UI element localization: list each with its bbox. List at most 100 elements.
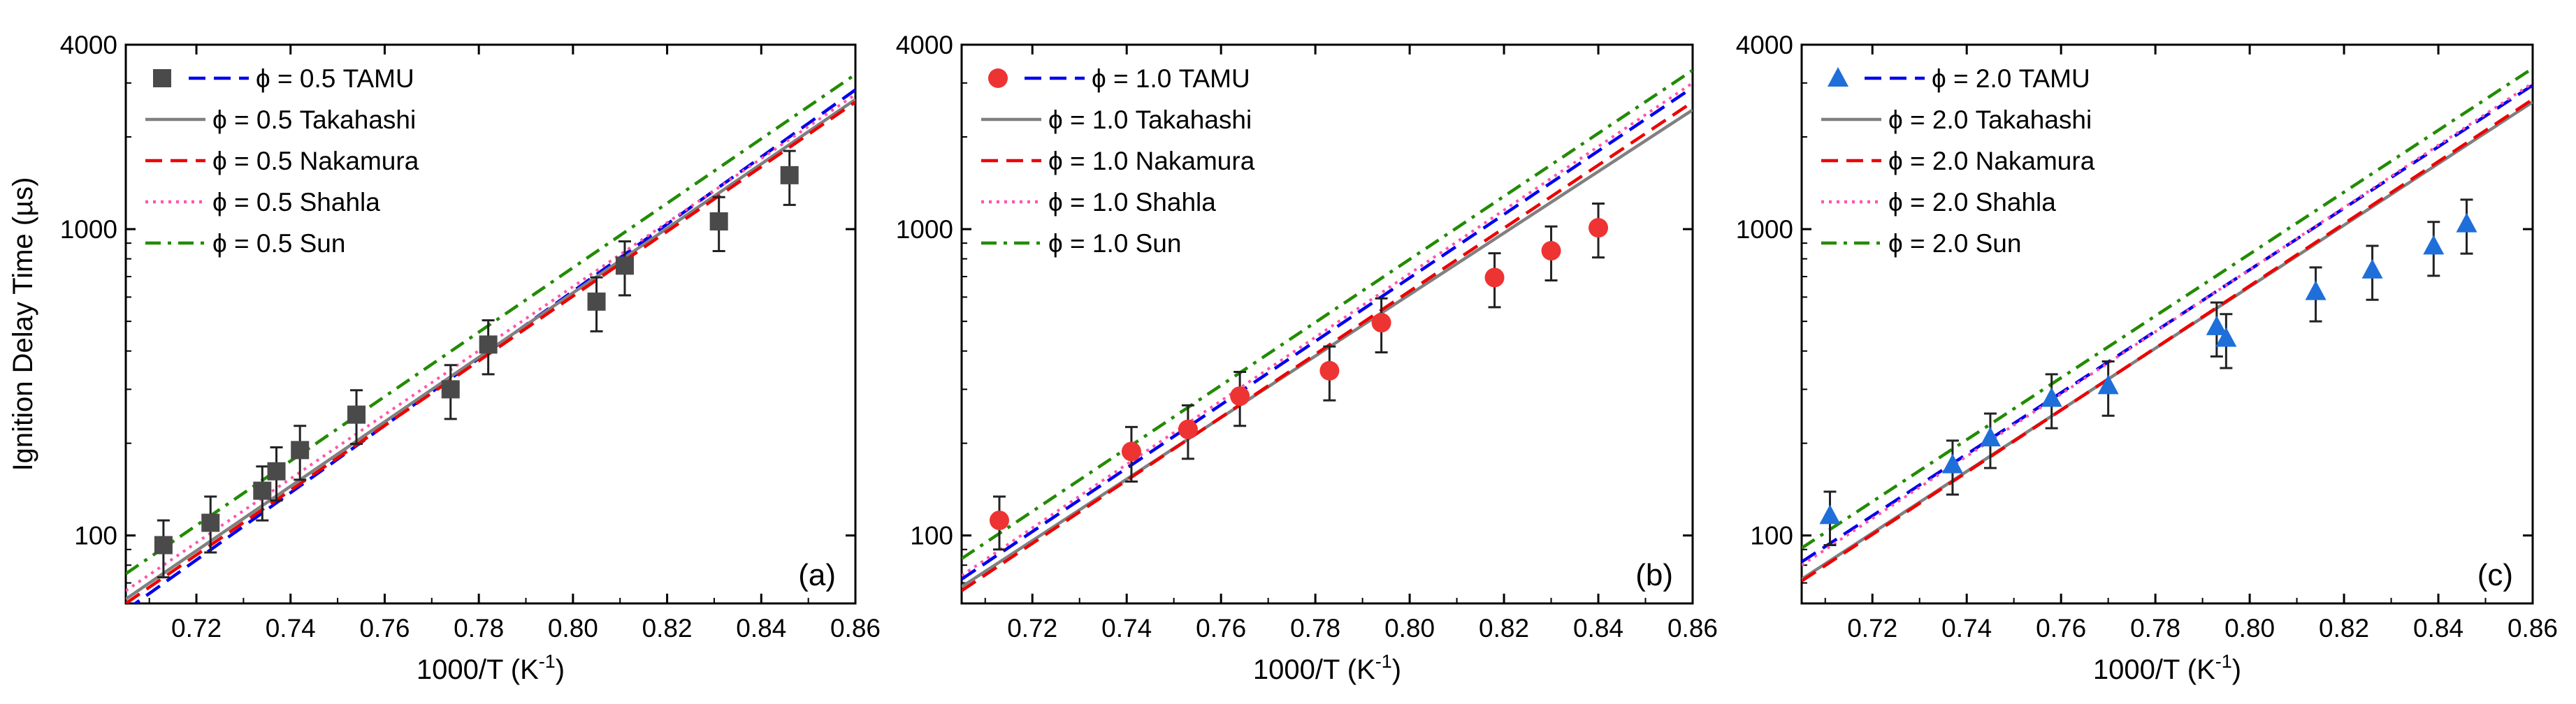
data-point-9 [615,256,634,275]
x-tick-label: 0.72 [1007,614,1057,643]
x-tick-label: 0.84 [1573,614,1623,643]
data-point-0 [1819,504,1841,525]
experimental-points [154,149,799,579]
x-axis-title-main: 1000/T (K [2093,654,2215,685]
plot-frame [124,43,857,605]
series-line-solid [962,108,1693,589]
x-tick-label: 0.80 [548,614,598,643]
x-tick-label: 0.86 [830,614,881,643]
x-tick-label: 0.80 [2224,614,2275,643]
x-tick-label: 0.74 [1101,614,1152,643]
series-line-dashed [962,86,1693,581]
x-axis-title-main: 1000/T (K [417,654,539,685]
panel-label: (c) [2477,558,2513,592]
x-tick-label: 0.76 [2036,614,2086,643]
data-point-legend [988,68,1008,88]
data-point-4 [1319,360,1340,381]
legend-label: ϕ = 1.0 Sun [1048,229,1181,258]
x-axis-title-end: ) [1392,654,1401,685]
legend-label: ϕ = 2.0 TAMU [1932,64,2090,93]
panel-label: (b) [1635,558,1673,592]
x-tick-label: 0.78 [2130,614,2180,643]
x-axis-title-sup: -1 [539,651,556,672]
x-axis-title-main: 1000/T (K [1253,654,1375,685]
data-point-6 [441,380,460,399]
legend-label: ϕ = 2.0 Sun [1888,229,2021,258]
x-tick-label: 0.86 [2508,614,2558,643]
data-point-1 [1941,453,1963,474]
data-point-1 [1121,441,1141,462]
x-tick-label: 0.74 [266,614,316,643]
series-line-dashdot [1802,66,2533,550]
x-tick-label: 0.76 [359,614,410,643]
legend: ϕ = 0.5 TAMU ϕ = 0.5 Takahashi ϕ = 0.5 Nak… [145,64,419,258]
legend-label: ϕ = 2.0 Takahashi [1888,105,2092,134]
legend-label: ϕ = 0.5 Sun [212,229,345,258]
data-point-7 [1541,241,1561,261]
x-axis-title-end: ) [556,654,565,685]
data-point-3 [267,462,286,481]
y-tick-label: 100 [74,522,117,550]
data-point-9 [2423,235,2445,255]
x-tick-label: 0.76 [1196,614,1246,643]
y-tick-label: 4000 [1736,31,1793,59]
legend-label: ϕ = 1.0 TAMU [1092,64,1250,93]
series-line-dashdot [126,73,855,575]
data-point-5 [347,405,366,424]
legend: ϕ = 2.0 TAMU ϕ = 2.0 Takahashi ϕ = 2.0 Nak… [1821,64,2095,258]
data-point-6 [1484,267,1505,288]
model-lines [1802,66,2533,582]
legend-label: ϕ = 0.5 Takahashi [212,105,416,134]
x-tick-label: 0.80 [1384,614,1435,643]
data-point-1 [201,513,220,532]
x-tick-label: 0.72 [171,614,222,643]
x-tick-label: 0.84 [736,614,786,643]
x-tick-label: 0.82 [2319,614,2369,643]
data-point-2 [1979,427,2001,447]
x-tick-label: 0.72 [1847,614,1897,643]
data-point-4 [2097,374,2119,395]
legend: ϕ = 1.0 TAMU ϕ = 1.0 Takahashi ϕ = 1.0 Nak… [981,64,1255,258]
legend-label: ϕ = 1.0 Nakamura [1048,147,1255,175]
chart-panel-2: 0.72 0.74 0.76 0.78 0.80 0.82 0.84 0.86 100 1000 4… [896,31,1718,685]
x-tick-label: 0.82 [642,614,693,643]
series-line-dotted [126,93,855,592]
x-tick-label: 0.84 [2413,614,2463,643]
data-point-10 [709,212,728,230]
data-point-11 [780,166,799,184]
data-point-0 [989,511,1009,531]
data-point-legend [153,69,171,87]
data-point-7 [479,335,498,354]
x-axis-title: 1000/T (K-1) [1253,651,1401,685]
data-point-3 [1230,386,1250,406]
legend-label: ϕ = 2.0 Nakamura [1888,147,2095,175]
data-point-3 [2041,387,2062,407]
y-tick-label: 100 [910,522,953,550]
series-line-dashed [1802,98,2533,582]
x-axis-title-end: ) [2232,654,2241,685]
experimental-points [1819,198,2477,547]
legend-label: ϕ = 1.0 Takahashi [1048,105,1252,134]
x-axis-title: 1000/T (K-1) [417,651,565,685]
plot-frame [960,43,1694,605]
data-point-8 [587,292,606,311]
x-tick-label: 0.78 [1290,614,1340,643]
data-point-2 [253,481,272,500]
data-point-8 [1589,218,1609,238]
data-point-7 [2305,280,2327,300]
chart-panel-1: 0.72 0.74 0.76 0.78 0.80 0.82 0.84 0.86 100 1000 4… [8,31,881,685]
data-point-5 [1371,313,1391,333]
x-tick-label: 0.78 [454,614,504,643]
legend-label: ϕ = 0.5 TAMU [256,64,414,93]
data-point-6 [2215,327,2237,347]
data-point-0 [154,536,173,555]
series-line-dashdot [962,68,1693,560]
x-axis-title-sup: -1 [1375,651,1392,672]
legend-label: ϕ = 0.5 Nakamura [212,147,419,175]
data-point-8 [2361,258,2383,279]
y-tick-label: 100 [1750,522,1793,550]
data-point-5 [2206,315,2227,335]
x-axis-title: 1000/T (K-1) [2093,651,2241,685]
y-tick-label: 4000 [896,31,953,59]
